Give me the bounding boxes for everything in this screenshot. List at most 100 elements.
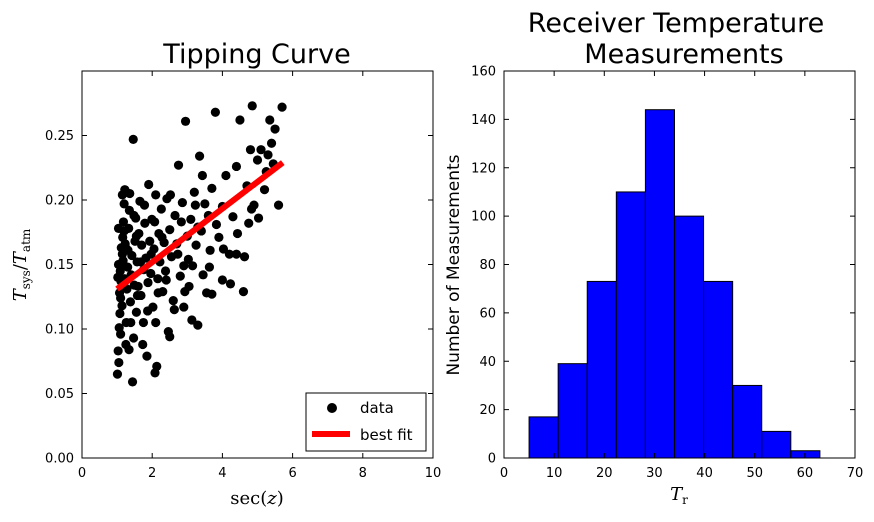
data-point	[152, 361, 162, 372]
data-point	[143, 277, 153, 288]
x-tick-label: 0	[500, 466, 508, 481]
x-tick-label: 20	[596, 466, 613, 481]
legend-box	[305, 392, 427, 452]
data-point	[121, 244, 132, 254]
data-point	[238, 286, 249, 297]
data-point	[232, 228, 243, 239]
y-tick-label: 120	[471, 161, 496, 176]
data-point	[204, 262, 215, 272]
x-tick-label: 2	[148, 466, 156, 481]
data-point	[168, 296, 178, 306]
data-point	[221, 170, 231, 181]
right-chart-title-line-1: Receiver Temperature	[528, 8, 824, 39]
data-point	[180, 286, 190, 297]
data-point	[198, 270, 208, 280]
data-point	[131, 307, 142, 317]
data-point	[161, 275, 171, 285]
histogram-bar	[615, 191, 646, 459]
scatter-points	[112, 101, 287, 387]
data-point	[239, 252, 250, 262]
data-point	[146, 268, 156, 279]
data-point	[207, 289, 217, 299]
data-point	[151, 317, 161, 328]
data-point	[165, 225, 175, 235]
data-point	[179, 261, 189, 271]
y-tick-label: 0.10	[45, 323, 74, 338]
data-point	[123, 262, 133, 272]
data-point	[277, 102, 287, 112]
data-point	[116, 329, 126, 339]
x-tick-label: 4	[218, 466, 226, 481]
data-point	[189, 187, 199, 197]
data-point	[156, 204, 166, 214]
data-point	[176, 217, 186, 227]
y-tick-label: 0.25	[45, 129, 74, 144]
histogram-bar	[644, 109, 675, 459]
data-point	[200, 199, 210, 209]
data-point	[270, 124, 280, 134]
histogram-bar	[703, 280, 734, 459]
x-tick-label: 10	[425, 466, 442, 481]
data-point	[259, 185, 270, 195]
data-point	[228, 212, 238, 222]
data-point	[231, 161, 242, 172]
left-y-axis-label: Tsys/Tatm	[10, 228, 33, 301]
data-point	[127, 377, 138, 387]
data-point	[128, 333, 139, 343]
data-point	[138, 339, 148, 350]
data-point	[207, 183, 217, 193]
data-point	[119, 199, 129, 209]
y-tick-label: 20	[479, 403, 496, 418]
tipping-curve-panel: Tipping Curve 0 2 4 6 8 10 0.00 0.05 0.10 0.15 0.2…	[10, 39, 441, 509]
data-point	[247, 101, 257, 111]
y-tick-label: 160	[471, 65, 496, 80]
x-tick-label: 30	[646, 466, 663, 481]
data-point	[180, 116, 191, 126]
data-point	[132, 290, 143, 301]
left-x-axis-label: sec(z)	[230, 488, 284, 509]
data-point	[173, 249, 183, 259]
data-point	[153, 288, 163, 298]
data-point	[214, 232, 224, 243]
data-point	[183, 254, 193, 264]
best-fit-line	[115, 160, 285, 292]
data-point	[160, 266, 171, 276]
y-tick-label: 80	[479, 258, 496, 273]
data-point	[235, 115, 245, 125]
data-point	[263, 150, 273, 160]
y-tick-label: 0.15	[45, 258, 74, 273]
data-point	[146, 249, 156, 259]
data-point	[246, 204, 257, 214]
data-point	[186, 214, 196, 224]
data-point	[125, 188, 135, 199]
data-point	[253, 213, 264, 223]
data-point	[126, 317, 136, 328]
data-point	[173, 160, 184, 170]
data-point	[273, 200, 284, 210]
data-point	[197, 170, 207, 181]
x-tick-label: 50	[746, 466, 763, 481]
data-point	[194, 151, 205, 161]
right-chart-title-line-2: Measurements	[584, 39, 783, 70]
y-tick-label: 100	[471, 210, 496, 225]
data-point	[169, 305, 179, 315]
data-point	[190, 200, 200, 210]
x-tick-label: 10	[546, 466, 563, 481]
left-chart-title: Tipping Curve	[162, 39, 350, 70]
histogram-bar	[732, 384, 763, 459]
legend: data best fit	[305, 392, 427, 452]
data-point	[112, 369, 123, 379]
data-point	[137, 240, 147, 250]
data-point	[210, 107, 220, 117]
data-point	[129, 210, 139, 221]
data-point	[153, 274, 163, 284]
right-axis-ticks: 0 10 20 30 40 50 60 70 0 20 40 60 80 100 120 140 160	[471, 65, 863, 482]
data-point	[157, 232, 167, 243]
data-point	[133, 281, 143, 292]
data-point	[193, 320, 203, 330]
data-point	[224, 249, 235, 259]
data-point	[124, 345, 134, 355]
data-point	[150, 217, 160, 227]
right-x-axis-label: Tr	[670, 484, 688, 507]
